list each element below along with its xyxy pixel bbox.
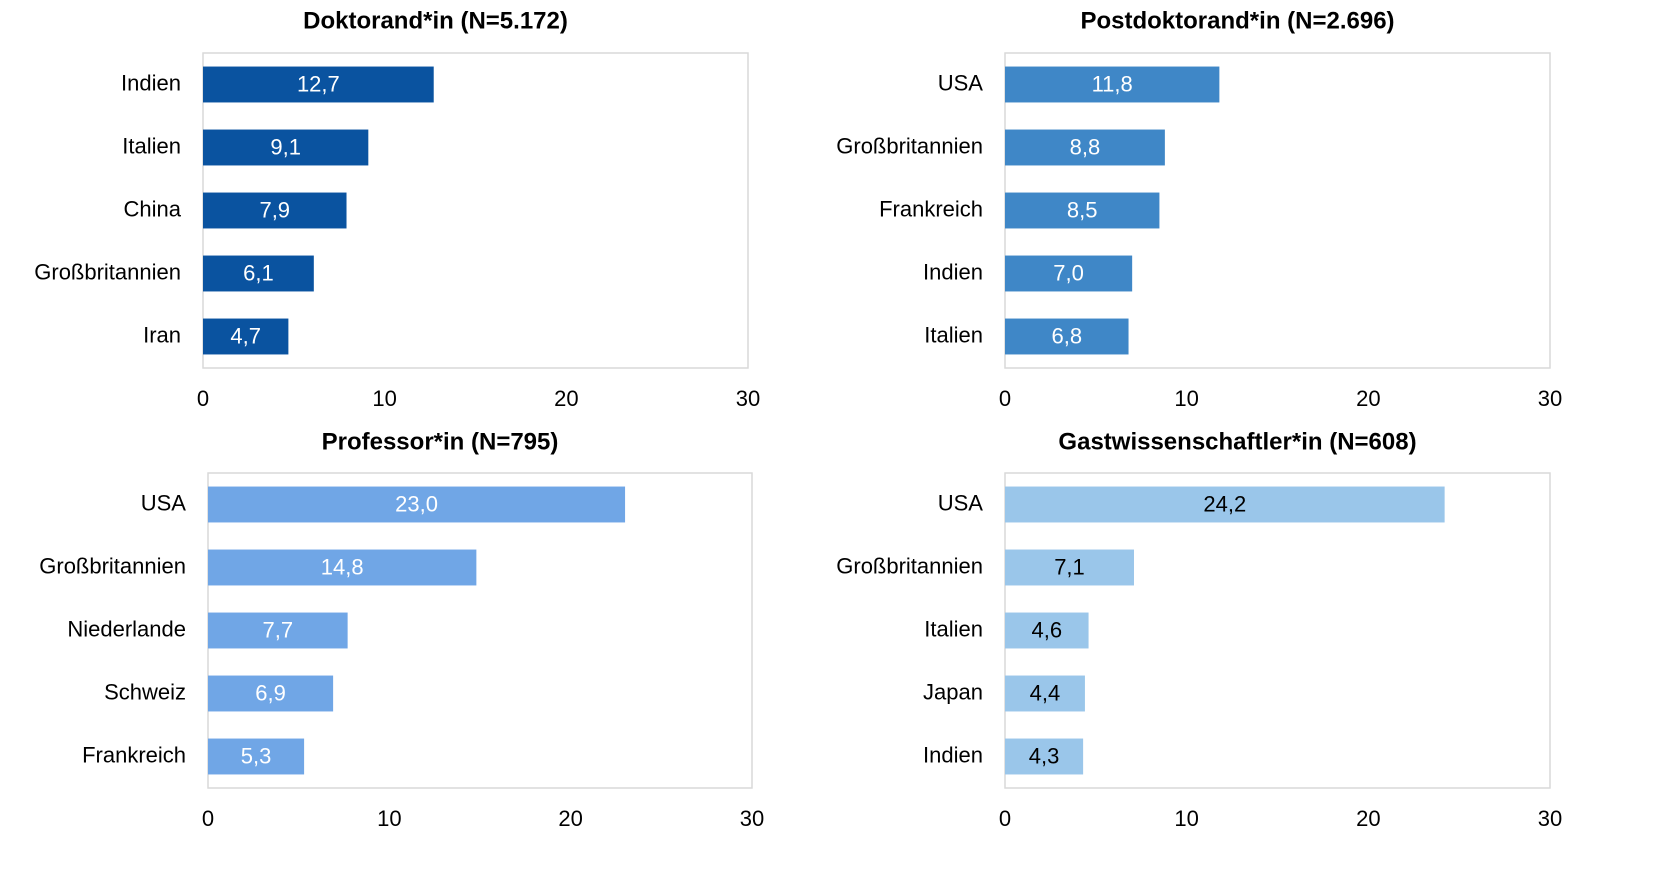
y-tick-label: Großbritannien [34, 259, 181, 284]
data-label: 6,1 [243, 260, 274, 285]
chart-title: Postdoktorand*in (N=2.696) [1080, 7, 1394, 34]
bar [1005, 66, 1220, 103]
bar [203, 255, 314, 292]
y-tick-label: Indien [923, 742, 983, 767]
x-tick-label: 0 [999, 386, 1011, 411]
data-label: 11,8 [1092, 71, 1133, 96]
data-label: 5,3 [241, 743, 272, 768]
chart-title: Gastwissenschaftler*in (N=608) [1058, 428, 1416, 455]
bar [1005, 318, 1129, 355]
data-label: 4,4 [1030, 680, 1061, 705]
data-label: 6,9 [255, 680, 286, 705]
chart-title: Doktorand*in (N=5.172) [303, 7, 568, 34]
data-label: 8,5 [1067, 197, 1098, 222]
bar [208, 486, 626, 523]
y-tick-label: Niederlande [67, 616, 186, 641]
x-tick-label: 20 [554, 386, 578, 411]
data-label: 4,6 [1031, 617, 1062, 642]
data-label: 4,3 [1029, 743, 1060, 768]
x-tick-label: 0 [999, 806, 1011, 831]
y-tick-label: Großbritannien [39, 553, 186, 578]
x-tick-label: 10 [372, 386, 396, 411]
data-label: 7,0 [1053, 260, 1084, 285]
y-tick-label: Italien [122, 133, 181, 158]
bar [208, 612, 348, 649]
y-tick-label: Schweiz [104, 679, 186, 704]
data-label: 14,8 [321, 554, 364, 579]
bar [1005, 486, 1445, 523]
chart-title: Professor*in (N=795) [322, 428, 559, 455]
data-label: 12,7 [297, 71, 340, 96]
bar [1005, 129, 1165, 166]
x-tick-label: 30 [736, 386, 760, 411]
bar [1005, 255, 1133, 292]
bar [203, 192, 347, 229]
data-label: 7,9 [259, 197, 290, 222]
y-tick-label: China [124, 196, 182, 221]
y-tick-label: USA [141, 490, 187, 515]
bar [208, 675, 334, 712]
data-label: 9,1 [270, 134, 301, 159]
y-tick-label: USA [938, 490, 984, 515]
x-tick-label: 0 [202, 806, 214, 831]
x-tick-label: 30 [1538, 386, 1562, 411]
y-tick-label: Frankreich [82, 742, 186, 767]
y-tick-label: Italien [924, 322, 983, 347]
data-label: 23,0 [395, 491, 438, 516]
x-tick-label: 20 [558, 806, 582, 831]
bar [208, 738, 305, 775]
x-tick-label: 30 [740, 806, 764, 831]
y-tick-label: Iran [143, 322, 181, 347]
bar [203, 66, 434, 103]
data-label: 7,7 [263, 617, 294, 642]
bar [1005, 192, 1160, 229]
bar [1005, 675, 1085, 712]
data-label: 4,7 [230, 323, 261, 348]
data-label: 7,1 [1054, 554, 1085, 579]
y-tick-label: Frankreich [879, 196, 983, 221]
bar [1005, 738, 1084, 775]
y-tick-label: USA [938, 70, 984, 95]
data-label: 24,2 [1203, 491, 1246, 516]
y-tick-label: Japan [923, 679, 983, 704]
x-tick-label: 10 [1174, 386, 1198, 411]
bar [208, 549, 477, 586]
x-tick-label: 20 [1356, 386, 1380, 411]
y-tick-label: Großbritannien [836, 553, 983, 578]
y-tick-label: Indien [121, 70, 181, 95]
bar [203, 318, 289, 355]
data-label: 8,8 [1070, 134, 1101, 159]
bar [203, 129, 369, 166]
x-tick-label: 10 [1174, 806, 1198, 831]
data-label: 6,8 [1051, 323, 1082, 348]
x-tick-label: 10 [377, 806, 401, 831]
y-tick-label: Indien [923, 259, 983, 284]
y-tick-label: Italien [924, 616, 983, 641]
x-tick-label: 30 [1538, 806, 1562, 831]
bar [1005, 549, 1134, 586]
x-tick-label: 20 [1356, 806, 1380, 831]
y-tick-label: Großbritannien [836, 133, 983, 158]
x-tick-label: 0 [197, 386, 209, 411]
bar [1005, 612, 1089, 649]
